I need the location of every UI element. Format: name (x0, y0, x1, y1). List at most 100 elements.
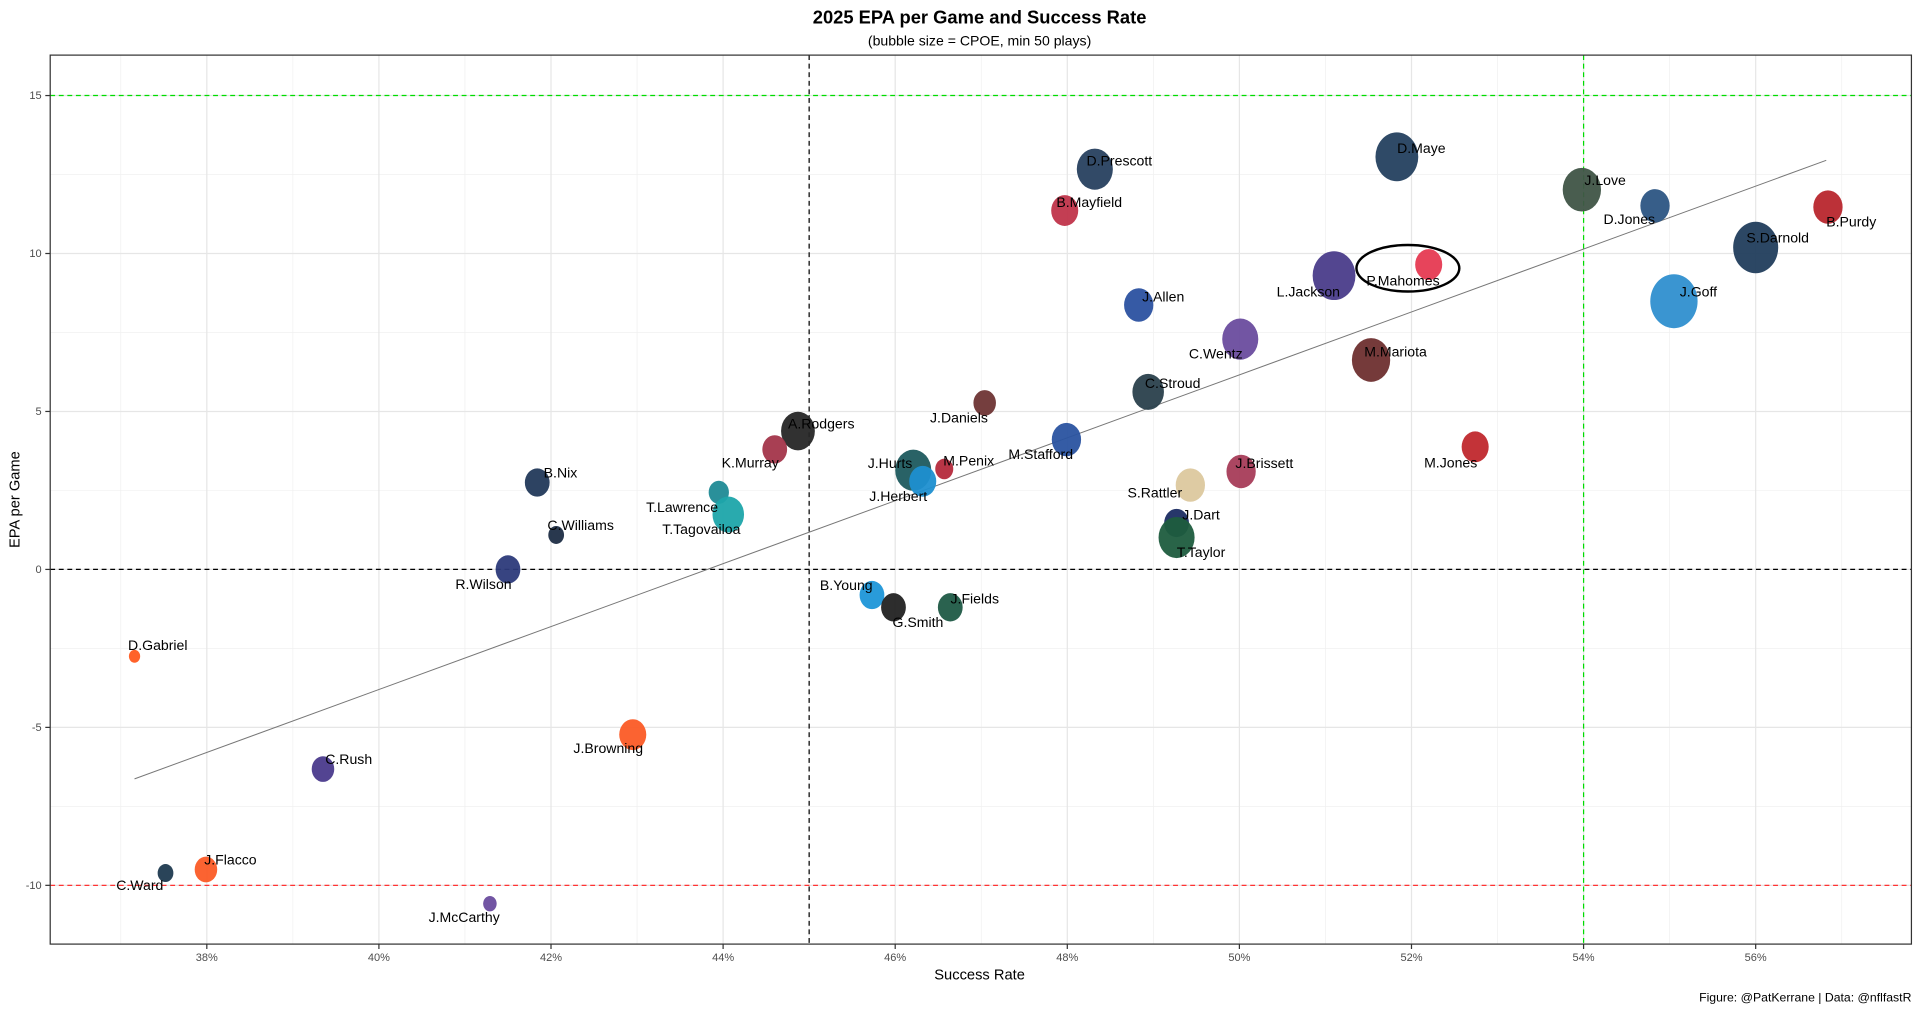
bubble-d-maye (1375, 132, 1419, 182)
bubble-j-goff (1650, 274, 1698, 329)
x-tick-label: 40% (368, 952, 390, 964)
bubble-c-ward (157, 864, 174, 883)
point-label: M.Mariota (1364, 343, 1427, 359)
y-tick-label: 10 (29, 248, 41, 260)
bubble-j-fields (937, 593, 963, 622)
bubble-j-allen (1124, 288, 1154, 322)
point-labels: D.Prescott D.Maye B.Mayfield J.Love D.Jones B… (116, 140, 1877, 925)
point-label: M.Penix (943, 452, 994, 468)
point-label: C.Williams (547, 517, 613, 533)
bubble-c-williams (548, 525, 565, 544)
x-tick-label: 54% (1573, 952, 1595, 964)
point-label: B.Young (820, 577, 873, 593)
y-tick-label: 5 (35, 406, 41, 418)
point-label: J.McCarthy (429, 909, 501, 925)
bubble-t-tagovailoa (712, 496, 745, 533)
point-label: J.Dart (1182, 506, 1220, 522)
bubble-b-young (859, 580, 885, 610)
x-axis-title: Success Rate (934, 968, 1025, 984)
point-label: B.Nix (544, 465, 578, 481)
point-label: J.Daniels (930, 410, 988, 426)
bubble-m-jones (1461, 431, 1489, 463)
bubble-j-brissett (1226, 454, 1256, 489)
bubble-b-purdy (1813, 190, 1843, 224)
bubble-k-murray (762, 435, 788, 464)
point-label: J.Fields (951, 591, 1000, 607)
points (128, 132, 1843, 912)
point-label: T.Lawrence (646, 499, 718, 515)
trend-line (134, 159, 1827, 780)
bubble-b-mayfield (1051, 195, 1079, 226)
trend-line-group (134, 159, 1827, 780)
bubble-d-jones (1640, 189, 1670, 223)
bubble-m-stafford (1051, 422, 1082, 457)
x-tick-label: 38% (196, 952, 218, 964)
point-label: C.Ward (116, 877, 163, 893)
x-tick-label: 46% (884, 952, 906, 964)
bubble-j-herbert (909, 465, 937, 497)
point-label: J.Hurts (868, 455, 913, 471)
y-axis-title: EPA per Game (8, 451, 24, 548)
point-label: D.Gabriel (128, 637, 187, 653)
point-label: T.Tagovailoa (662, 521, 740, 537)
point-label: J.Allen (1142, 288, 1184, 304)
highlight-ellipse (1355, 243, 1461, 293)
x-tick-label: 44% (712, 952, 734, 964)
x-tick-label: 48% (1056, 952, 1078, 964)
point-label: D.Jones (1603, 211, 1655, 227)
caption: Figure: @PatKerrane | Data: @nflfastR (1699, 991, 1911, 1005)
y-tick-label: -5 (32, 722, 42, 734)
bubble-r-wilson (495, 555, 521, 584)
point-label: B.Mayfield (1056, 194, 1122, 210)
bubble-j-mccarthy (483, 895, 497, 912)
y-tick-label: 15 (29, 90, 41, 102)
point-label: L.Jackson (1277, 283, 1340, 299)
point-label: P.Mahomes (1366, 272, 1439, 288)
point-label: D.Prescott (1086, 152, 1152, 168)
x-tick-label: 52% (1400, 952, 1422, 964)
bubble-j-daniels (973, 390, 996, 416)
point-label: A.Rodgers (788, 416, 855, 432)
bubble-b-nix (524, 468, 550, 497)
bubble-l-jackson (1312, 251, 1356, 301)
chart-title: 2025 EPA per Game and Success Rate (813, 6, 1147, 27)
bubble-d-gabriel (128, 649, 141, 663)
chart-subtitle: (bubble size = CPOE, min 50 plays) (868, 32, 1091, 48)
point-label: M.Jones (1424, 455, 1477, 471)
bubble-j-flacco (194, 856, 218, 883)
point-label: J.Flacco (204, 852, 257, 868)
bubble-c-stroud (1132, 373, 1164, 410)
y-tick-label: -10 (26, 880, 42, 892)
bubble-p-mahomes (1415, 249, 1443, 280)
bubble-d-prescott (1076, 148, 1113, 190)
bubble-j-browning (619, 719, 647, 751)
point-label: S.Darnold (1746, 230, 1809, 246)
x-tick-label: 50% (1228, 952, 1250, 964)
x-tick-label: 42% (540, 952, 562, 964)
grid (50, 55, 1912, 945)
point-label: G.Smith (893, 614, 944, 630)
bubble-s-rattler (1175, 468, 1205, 502)
point-label: K.Murray (722, 455, 780, 471)
x-tick-label: 56% (1745, 952, 1767, 964)
point-label: J.Love (1584, 172, 1626, 188)
point-label: C.Wentz (1189, 346, 1243, 362)
point-label: M.Stafford (1008, 446, 1073, 462)
point-label: S.Rattler (1127, 484, 1182, 500)
point-label: J.Goff (1680, 283, 1717, 299)
point-label: J.Browning (573, 740, 643, 756)
bubble-j-love (1562, 167, 1602, 212)
plot-panel-border (49, 54, 1913, 945)
point-label: D.Maye (1397, 140, 1446, 156)
point-label: R.Wilson (455, 576, 511, 592)
point-label: B.Purdy (1826, 214, 1877, 230)
bubble-s-darnold (1733, 221, 1779, 274)
point-label: J.Herbert (869, 488, 927, 504)
reference-lines (50, 55, 1912, 945)
point-label: C.Stroud (1145, 375, 1201, 391)
y-tick-label: 0 (35, 564, 41, 576)
axes: 38% 40% 42% 44% 46% 48% 50% 52% 54% 56% -10 -5 0 5 10 1… (26, 90, 1767, 964)
bubble-g-smith (881, 593, 906, 622)
bubble-m-penix (935, 458, 954, 480)
